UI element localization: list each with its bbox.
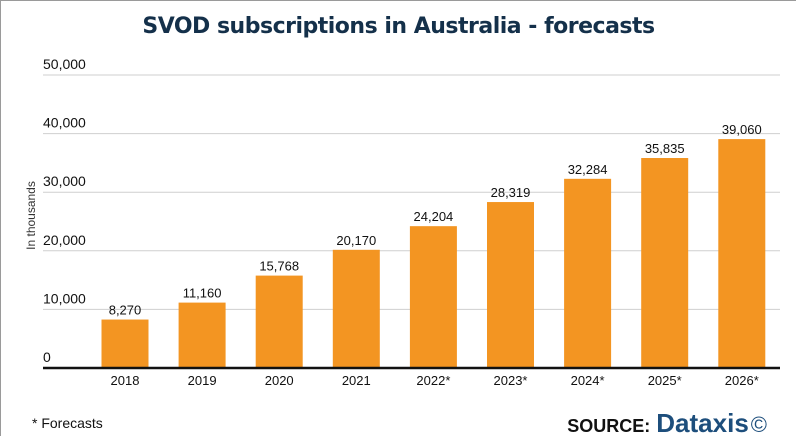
x-tick-label: 2019 (188, 373, 217, 388)
bar (178, 302, 226, 368)
y-tick-label: 0 (43, 349, 51, 365)
data-label: 28,319 (491, 185, 531, 200)
bar (641, 158, 689, 368)
y-tick-label: 30,000 (43, 173, 86, 189)
y-tick-label: 40,000 (43, 115, 86, 131)
data-label: 39,060 (722, 122, 762, 137)
chart-title: SVOD subscriptions in Australia - foreca… (142, 14, 655, 39)
data-label: 15,768 (259, 259, 299, 274)
y-tick-label: 50,000 (43, 56, 86, 72)
x-tick-label: 2024* (571, 373, 605, 388)
data-label: 35,835 (645, 141, 685, 156)
bar (487, 202, 534, 368)
bar (255, 275, 303, 368)
y-axis-label: In thousands (24, 181, 38, 250)
y-tick-label: 20,000 (43, 232, 86, 248)
source-brand: Dataxis (656, 408, 749, 438)
data-label: 24,204 (414, 209, 454, 224)
forecast-footnote: * Forecasts (32, 415, 103, 431)
x-tick-label: 2021 (342, 373, 371, 388)
bar (718, 139, 766, 368)
x-tick-label: 2025* (648, 373, 682, 388)
bar (409, 226, 457, 368)
bar (101, 319, 149, 368)
data-label: 20,170 (336, 233, 376, 248)
x-tick-label: 2018 (111, 373, 140, 388)
copyright-icon: © (750, 412, 767, 437)
source-label: SOURCE: (567, 416, 651, 436)
bar (332, 249, 380, 368)
y-tick-label: 10,000 (43, 290, 86, 306)
source-credit: SOURCE: Dataxis © (567, 408, 767, 439)
data-label: 8,270 (109, 303, 142, 318)
x-tick-label: 2023* (494, 373, 528, 388)
x-tick-label: 2026* (725, 373, 759, 388)
x-tick-label: 2022* (416, 373, 450, 388)
x-tick-label: 2020 (265, 373, 294, 388)
data-label: 11,160 (183, 286, 222, 301)
bar (564, 178, 612, 368)
data-label: 32,284 (568, 162, 608, 177)
